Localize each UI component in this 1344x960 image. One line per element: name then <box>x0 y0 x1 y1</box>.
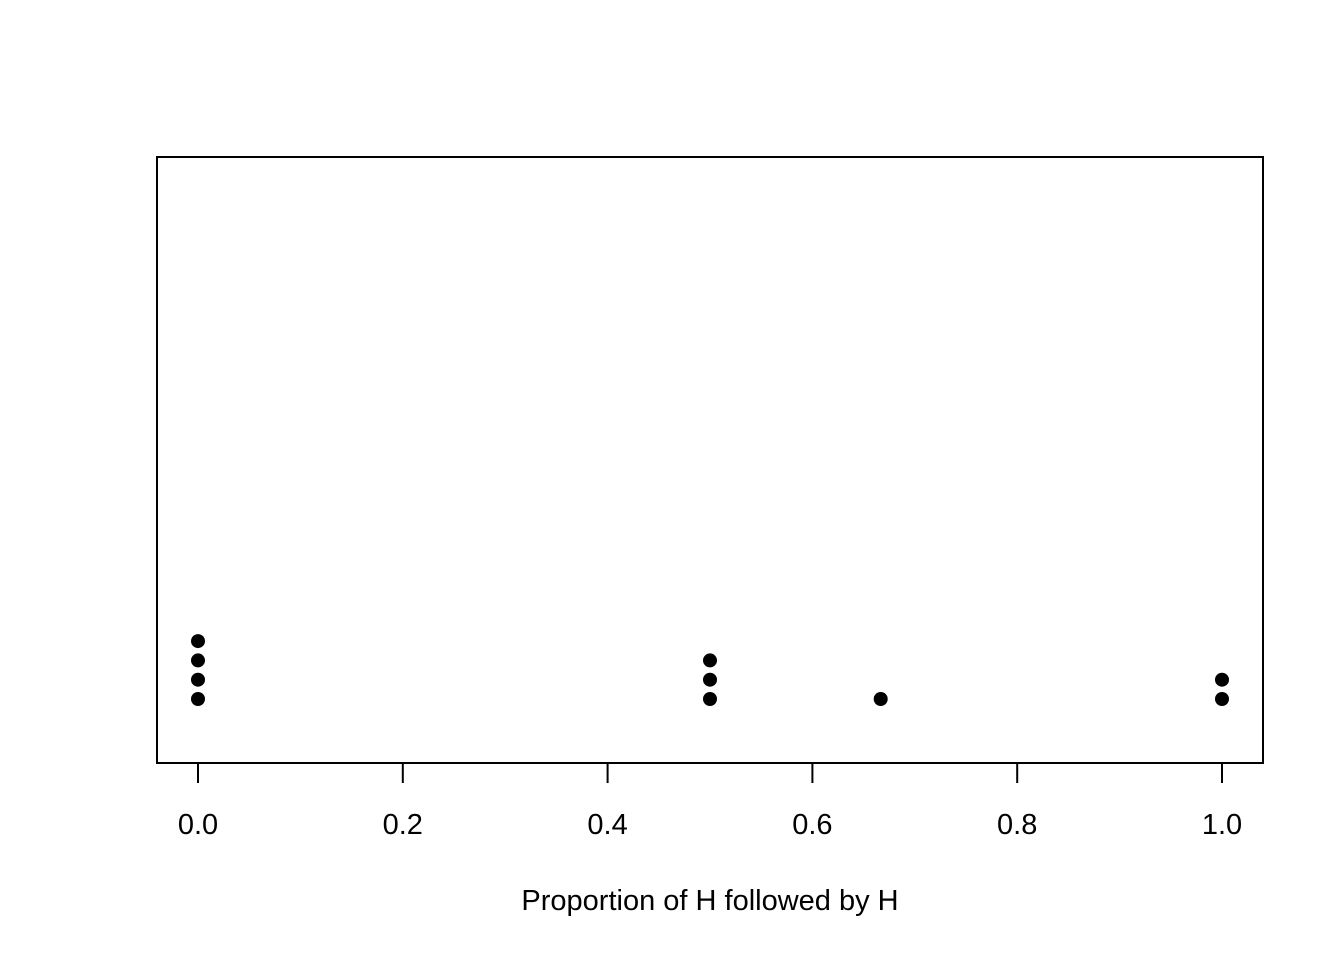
data-point <box>703 672 717 687</box>
x-axis-label: Proportion of H followed by H <box>521 885 898 917</box>
data-point <box>191 653 205 668</box>
data-point <box>1215 692 1229 706</box>
data-point <box>191 692 205 706</box>
x-tick-label: 0.4 <box>587 809 627 841</box>
data-point <box>703 653 717 668</box>
plot-frame <box>156 156 1264 764</box>
data-point <box>191 672 205 687</box>
x-tick-label: 0.2 <box>383 809 423 841</box>
x-axis: 0.0 0.2 0.4 0.6 0.8 1.0 <box>178 762 1242 841</box>
x-tick-label: 1.0 <box>1202 809 1242 841</box>
data-point <box>703 692 717 706</box>
x-tick-label: 0.6 <box>792 809 832 841</box>
data-point <box>873 692 888 706</box>
data-point <box>191 634 205 649</box>
data-points <box>191 634 1229 706</box>
x-tick-label: 0.8 <box>997 809 1037 841</box>
x-tick-label: 0.0 <box>178 809 218 841</box>
data-point <box>1215 672 1229 687</box>
